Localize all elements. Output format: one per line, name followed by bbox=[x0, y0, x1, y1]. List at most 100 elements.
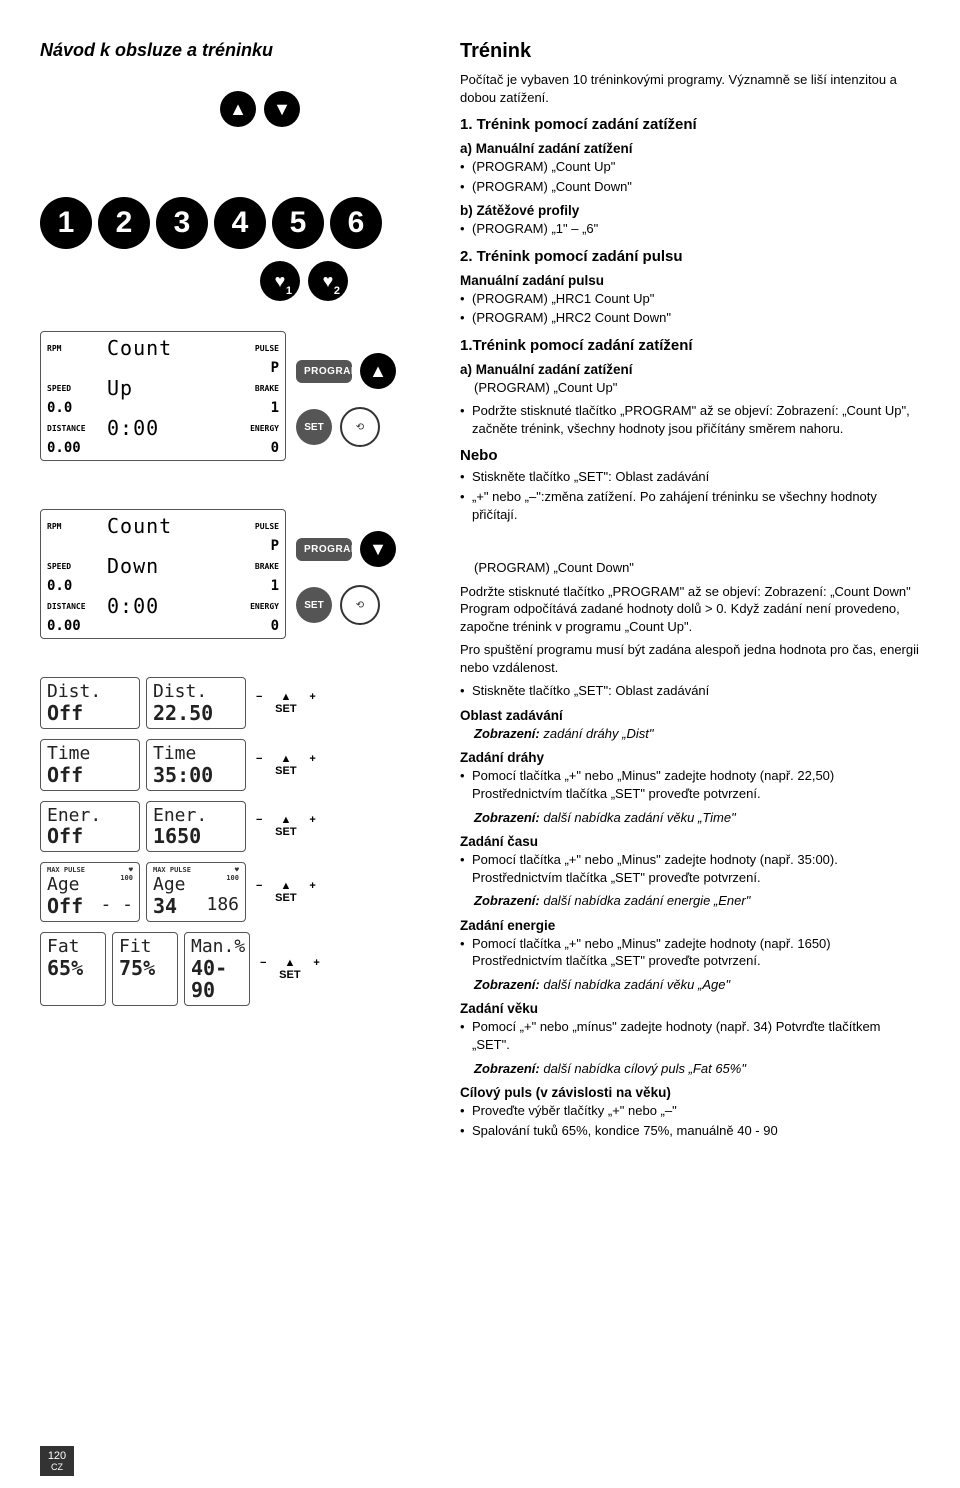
dist-val: 0.00 bbox=[47, 440, 107, 456]
program-5[interactable]: 5 bbox=[272, 197, 324, 249]
heading-3a: a) Manuální zadání zatížení bbox=[460, 362, 920, 377]
fit-lcd: Fit75% bbox=[112, 932, 178, 1006]
set-dial-age[interactable]: −▲+SET bbox=[256, 880, 316, 904]
list-item: „+" nebo „–":změna zatížení. Po zahájení… bbox=[460, 488, 920, 523]
dist-label: DISTANCE bbox=[47, 602, 107, 611]
list-item: (PROGRAM) „Count Up" bbox=[460, 158, 920, 176]
heading-1b: b) Zátěžové profily bbox=[460, 203, 920, 218]
brake-val: 1 bbox=[229, 578, 279, 594]
brake-label: BRAKE bbox=[229, 562, 279, 571]
zv-z: Zobrazení: další nabídka cílový puls „Fa… bbox=[460, 1060, 920, 1078]
oz-heading: Oblast zadávání bbox=[460, 708, 920, 723]
list-item: Pomocí „+" nebo „mínus" zadejte hodnoty … bbox=[460, 1018, 920, 1053]
arrow-up-icon[interactable]: ▲ bbox=[360, 353, 396, 389]
list-item: Stiskněte tlačítko „SET": Oblast zadáván… bbox=[460, 682, 920, 700]
lcd-line2: Up bbox=[107, 376, 229, 400]
set-dial-target[interactable]: −▲+SET bbox=[260, 957, 320, 981]
lcd-count-up: RPM Count PULSE P SPEED Up BRAKE 0.0 1 D… bbox=[40, 331, 286, 461]
settings-lcd-grid: Dist.Off Dist.22.50 −▲+SET TimeOff Time3… bbox=[40, 677, 440, 1006]
program-2[interactable]: 2 bbox=[98, 197, 150, 249]
heading-3: 1.Trénink pomocí zadání zatížení bbox=[460, 337, 920, 354]
age-val-lcd: MAX PULSE♥ Age100 34186 bbox=[146, 862, 246, 921]
cd-title: (PROGRAM) „Count Down" bbox=[460, 559, 920, 577]
list-item: Proveďte výběr tlačítky „+" nebo „–" bbox=[460, 1102, 920, 1120]
pulse-p: P bbox=[229, 538, 279, 554]
man-lcd: Man.%40-90 bbox=[184, 932, 250, 1006]
set-dial-ener[interactable]: −▲+SET bbox=[256, 814, 316, 838]
time-val: 0:00 bbox=[107, 594, 229, 618]
speed-label: SPEED bbox=[47, 562, 107, 571]
program-1[interactable]: 1 bbox=[40, 197, 92, 249]
pulse-label: PULSE bbox=[229, 522, 279, 531]
page-number: 120 bbox=[46, 1450, 68, 1462]
pulse-p: P bbox=[229, 360, 279, 376]
age-off-lcd: MAX PULSE♥ Age100 Off- - bbox=[40, 862, 140, 921]
program-button[interactable]: PROGRAM bbox=[296, 360, 352, 383]
time-val-lcd: Time35:00 bbox=[146, 739, 246, 791]
page-lang: CZ bbox=[46, 1462, 68, 1472]
lcd2-line2: Down bbox=[107, 554, 229, 578]
rpm-label: RPM bbox=[47, 344, 107, 353]
arrow-down-icon[interactable]: ▼ bbox=[360, 531, 396, 567]
program-4[interactable]: 4 bbox=[214, 197, 266, 249]
speed-val: 0.0 bbox=[47, 400, 107, 416]
zc-z: Zobrazení: další nabídka zadání energie … bbox=[460, 892, 920, 910]
list-item: Pomocí tlačítka „+" nebo „Minus" zadejte… bbox=[460, 935, 920, 970]
pulse-label: PULSE bbox=[229, 344, 279, 353]
dist-val-lcd: Dist.22.50 bbox=[146, 677, 246, 729]
intro-text: Počítač je vybaven 10 tréninkovými progr… bbox=[460, 71, 920, 106]
heading-2s: Manuální zadání pulsu bbox=[460, 273, 920, 288]
cp-heading: Cílový puls (v závislosti na věku) bbox=[460, 1085, 920, 1100]
lcd-count-up-row: RPM Count PULSE P SPEED Up BRAKE 0.0 1 D… bbox=[40, 331, 440, 469]
set-dial-time[interactable]: −▲+SET bbox=[256, 753, 316, 777]
set-button[interactable]: SET bbox=[296, 409, 332, 445]
list-item: Stiskněte tlačítko „SET": Oblast zadáván… bbox=[460, 468, 920, 486]
cd-p2: Pro spuštění programu musí být zadána al… bbox=[460, 641, 920, 676]
program-6[interactable]: 6 bbox=[330, 197, 382, 249]
brake-val: 1 bbox=[229, 400, 279, 416]
speed-label: SPEED bbox=[47, 384, 107, 393]
list-item: Pomocí tlačítka „+" nebo „Minus" zadejte… bbox=[460, 767, 920, 802]
brake-label: BRAKE bbox=[229, 384, 279, 393]
dist-val: 0.00 bbox=[47, 618, 107, 634]
ener-val-lcd: Ener.1650 bbox=[146, 801, 246, 853]
zd-heading: Zadání dráhy bbox=[460, 750, 920, 765]
ze-heading: Zadání energie bbox=[460, 918, 920, 933]
zd-z: Zobrazení: další nabídka zadání věku „Ti… bbox=[460, 809, 920, 827]
heart-row: ♥1 ♥2 bbox=[260, 261, 440, 301]
zc-heading: Zadání času bbox=[460, 834, 920, 849]
list-item: Pomocí tlačítka „+" nebo „Minus" zadejte… bbox=[460, 851, 920, 886]
arrow-buttons: ▲ ▼ bbox=[220, 91, 440, 127]
list-item: (PROGRAM) „Count Down" bbox=[460, 178, 920, 196]
program-3[interactable]: 3 bbox=[156, 197, 208, 249]
energy-label: ENERGY bbox=[229, 602, 279, 611]
page-footer: 120 CZ bbox=[40, 1446, 74, 1476]
page-title: Návod k obsluze a tréninku bbox=[40, 40, 440, 61]
list-item: (PROGRAM) „HRC2 Count Down" bbox=[460, 309, 920, 327]
arrow-down-icon[interactable]: ▼ bbox=[264, 91, 300, 127]
heading-trenink: Trénink bbox=[460, 40, 920, 63]
energy-val: 0 bbox=[229, 618, 279, 634]
speed-val: 0.0 bbox=[47, 578, 107, 594]
lcd-line1: Count bbox=[107, 336, 229, 360]
time-val: 0:00 bbox=[107, 416, 229, 440]
lcd2-line1: Count bbox=[107, 514, 229, 538]
lcd-count-down: RPM Count PULSE P SPEED Down BRAKE 0.0 1… bbox=[40, 509, 286, 639]
program-button[interactable]: PROGRAM bbox=[296, 538, 352, 561]
pcu-label: (PROGRAM) „Count Up" bbox=[460, 379, 920, 397]
energy-val: 0 bbox=[229, 440, 279, 456]
heart-1-icon[interactable]: ♥1 bbox=[260, 261, 300, 301]
zv-heading: Zadání věku bbox=[460, 1001, 920, 1016]
set-dial-dist[interactable]: −▲+SET bbox=[256, 691, 316, 715]
cd-p1: Podržte stisknuté tlačítko „PROGRAM" až … bbox=[460, 583, 920, 636]
list-item: Spalování tuků 65%, kondice 75%, manuáln… bbox=[460, 1122, 920, 1140]
energy-label: ENERGY bbox=[229, 424, 279, 433]
heart-2-icon[interactable]: ♥2 bbox=[308, 261, 348, 301]
list-item: (PROGRAM) „HRC1 Count Up" bbox=[460, 290, 920, 308]
nebo-heading: Nebo bbox=[460, 447, 920, 464]
arrow-up-icon[interactable]: ▲ bbox=[220, 91, 256, 127]
heading-1a: a) Manuální zadání zatížení bbox=[460, 141, 920, 156]
rotate-dial-icon[interactable]: ⟲ bbox=[340, 407, 380, 447]
set-button[interactable]: SET bbox=[296, 587, 332, 623]
rotate-dial-icon[interactable]: ⟲ bbox=[340, 585, 380, 625]
